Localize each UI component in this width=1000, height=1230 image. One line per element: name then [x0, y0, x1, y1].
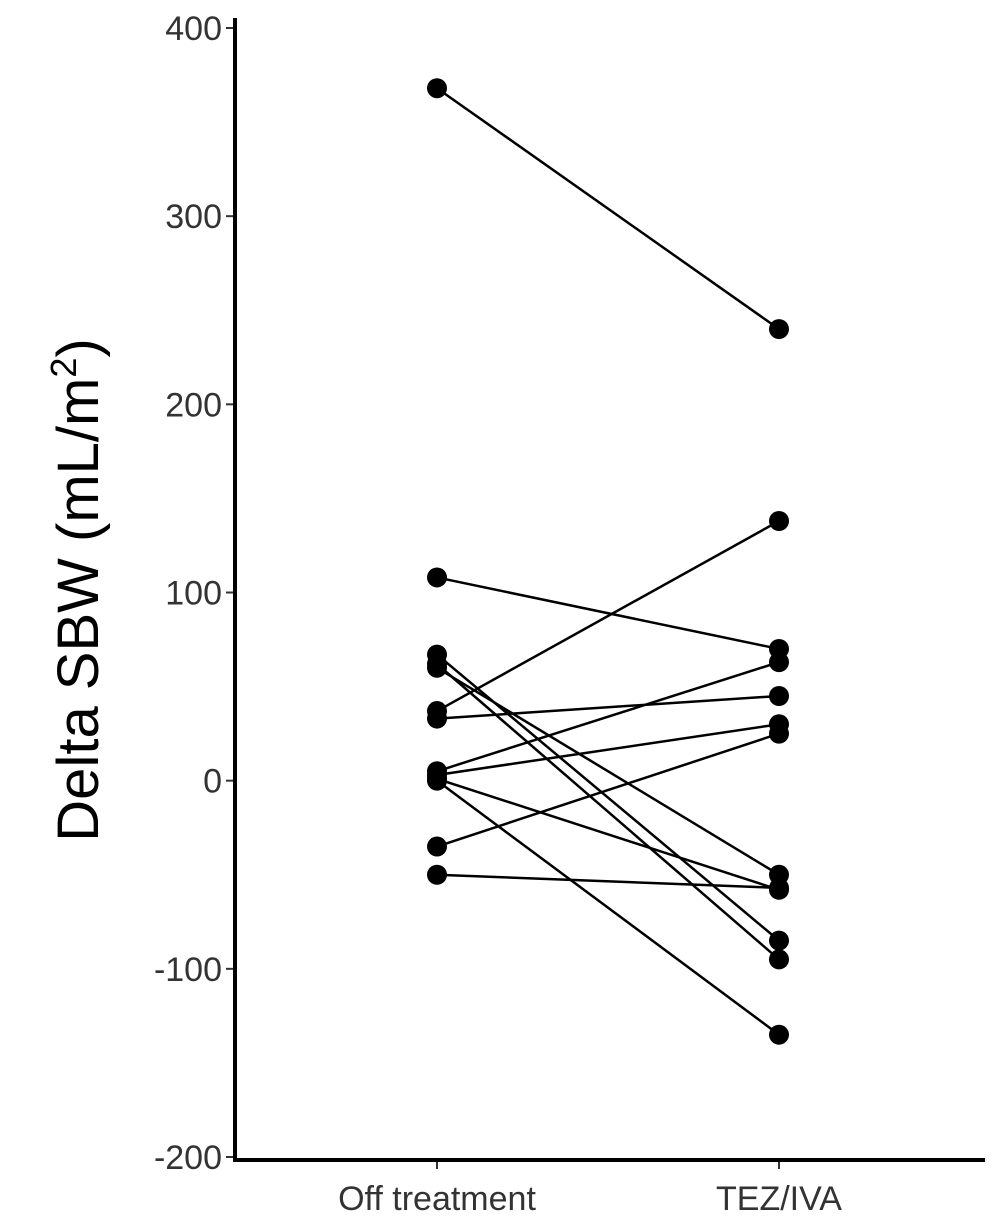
pair-line [436, 777, 780, 891]
x-tick-label: TEZ/IVA [716, 1180, 842, 1218]
data-point [769, 652, 789, 673]
y-tick-label: 300 [165, 198, 222, 236]
ticks-layer: -200 -100 0 100 200 300 400 Off treatment TEZ/IV… [154, 10, 842, 1218]
pair-line [436, 519, 780, 713]
y-tick-label: 0 [203, 763, 222, 801]
pair-line [436, 663, 780, 961]
x-tick-label: Off treatment [338, 1180, 536, 1218]
pair-line [436, 873, 780, 890]
data-point [769, 1024, 789, 1045]
y-axis-label-main: Delta SBW (mL/m [46, 378, 111, 842]
data-point [427, 657, 447, 678]
data-point [769, 685, 789, 706]
y-axis-label-close: ) [46, 338, 111, 357]
y-tick-label: -200 [154, 1139, 222, 1177]
pair-line [436, 779, 780, 1036]
data-point [427, 770, 447, 791]
y-tick-label: 400 [165, 10, 222, 48]
data-point [427, 836, 447, 857]
y-tick-label: 200 [165, 386, 222, 424]
y-axis-label-superscript: 2 [43, 358, 84, 378]
data-point [427, 708, 447, 729]
data-point [769, 510, 789, 531]
pair-line [436, 660, 780, 773]
pair-line [436, 722, 780, 777]
data-point [769, 949, 789, 970]
data-point [769, 319, 789, 340]
pair-line [436, 666, 780, 876]
data-point [427, 567, 447, 588]
pair-line [436, 87, 780, 331]
pair-line [436, 576, 780, 651]
y-axis-label: Delta SBW (mL/m2) [43, 338, 111, 841]
y-tick-label: 100 [165, 575, 222, 613]
data-point [769, 723, 789, 744]
data-point [769, 930, 789, 951]
pair-line [436, 732, 780, 848]
data-point [427, 78, 447, 99]
pair-line [436, 694, 780, 720]
lines-layer [436, 87, 780, 1036]
dots-layer [427, 78, 789, 1045]
data-point [769, 877, 789, 898]
y-tick-label: -100 [154, 951, 222, 989]
data-point [427, 864, 447, 885]
